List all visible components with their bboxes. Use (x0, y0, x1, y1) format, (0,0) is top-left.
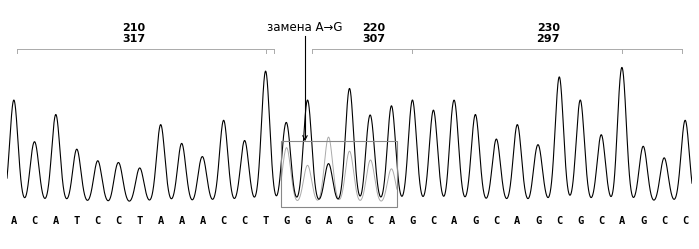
Text: C: C (241, 216, 247, 226)
Text: G: G (473, 216, 479, 226)
Text: C: C (493, 216, 500, 226)
Text: 220
307: 220 307 (362, 23, 385, 44)
Text: G: G (283, 216, 289, 226)
Text: G: G (640, 216, 647, 226)
Text: A: A (157, 216, 164, 226)
Text: A: A (389, 216, 394, 226)
Text: A: A (10, 216, 17, 226)
Text: G: G (535, 216, 542, 226)
Text: G: G (410, 216, 416, 226)
Text: A: A (452, 216, 458, 226)
Text: C: C (682, 216, 689, 226)
Text: 210
317: 210 317 (122, 23, 145, 44)
Text: C: C (661, 216, 668, 226)
Text: замена А→G: замена А→G (267, 21, 343, 34)
Text: G: G (577, 216, 584, 226)
Text: C: C (94, 216, 101, 226)
Text: A: A (619, 216, 626, 226)
Text: C: C (431, 216, 437, 226)
Text: A: A (178, 216, 185, 226)
Text: C: C (220, 216, 226, 226)
Bar (281, 141, 397, 207)
Text: C: C (31, 216, 38, 226)
Text: G: G (305, 216, 310, 226)
Text: T: T (136, 216, 143, 226)
Text: A: A (199, 216, 206, 226)
Text: C: C (115, 216, 122, 226)
Text: C: C (556, 216, 563, 226)
Text: T: T (73, 216, 80, 226)
Text: 230
297: 230 297 (536, 23, 560, 44)
Text: A: A (514, 216, 521, 226)
Text: A: A (326, 216, 331, 226)
Text: A: A (52, 216, 59, 226)
Text: C: C (598, 216, 605, 226)
Text: T: T (262, 216, 268, 226)
Text: G: G (347, 216, 352, 226)
Text: C: C (368, 216, 373, 226)
